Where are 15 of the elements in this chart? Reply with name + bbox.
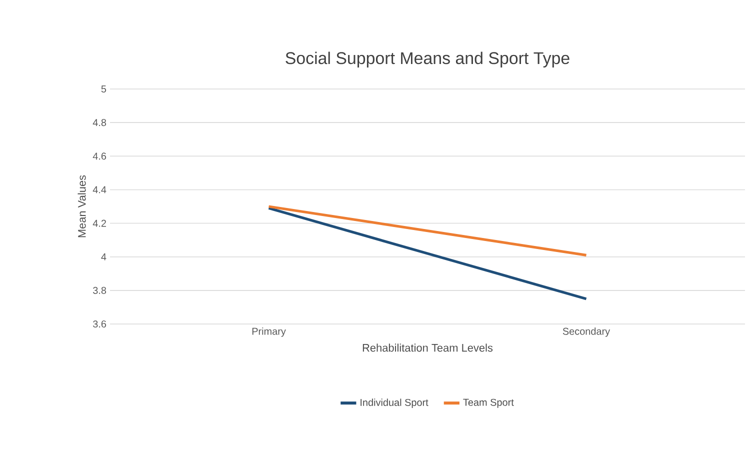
y-tick-label: 4.6	[92, 152, 106, 160]
y-tick-label: 5	[101, 86, 106, 92]
y-tick-label: 3.8	[93, 286, 106, 294]
y-axis-title: Mean Values	[78, 175, 86, 238]
y-tick-label: 3.6	[93, 320, 106, 328]
legend-label: Team Sport	[463, 398, 514, 408]
x-tick-label: Primary	[252, 328, 286, 337]
x-axis-title: Rehabilitation Team Levels	[362, 344, 493, 352]
chart-title: Social Support Means and Sport Type	[286, 52, 570, 68]
y-tick-label: 4	[101, 253, 106, 260]
y-tick-label: 4.4	[92, 186, 106, 194]
y-tick-label: 4.2	[92, 220, 106, 227]
legend-label: Individual Sport	[360, 398, 428, 408]
x-tick-label: Secondary	[562, 328, 610, 337]
y-tick-label: 4.8	[92, 119, 106, 126]
